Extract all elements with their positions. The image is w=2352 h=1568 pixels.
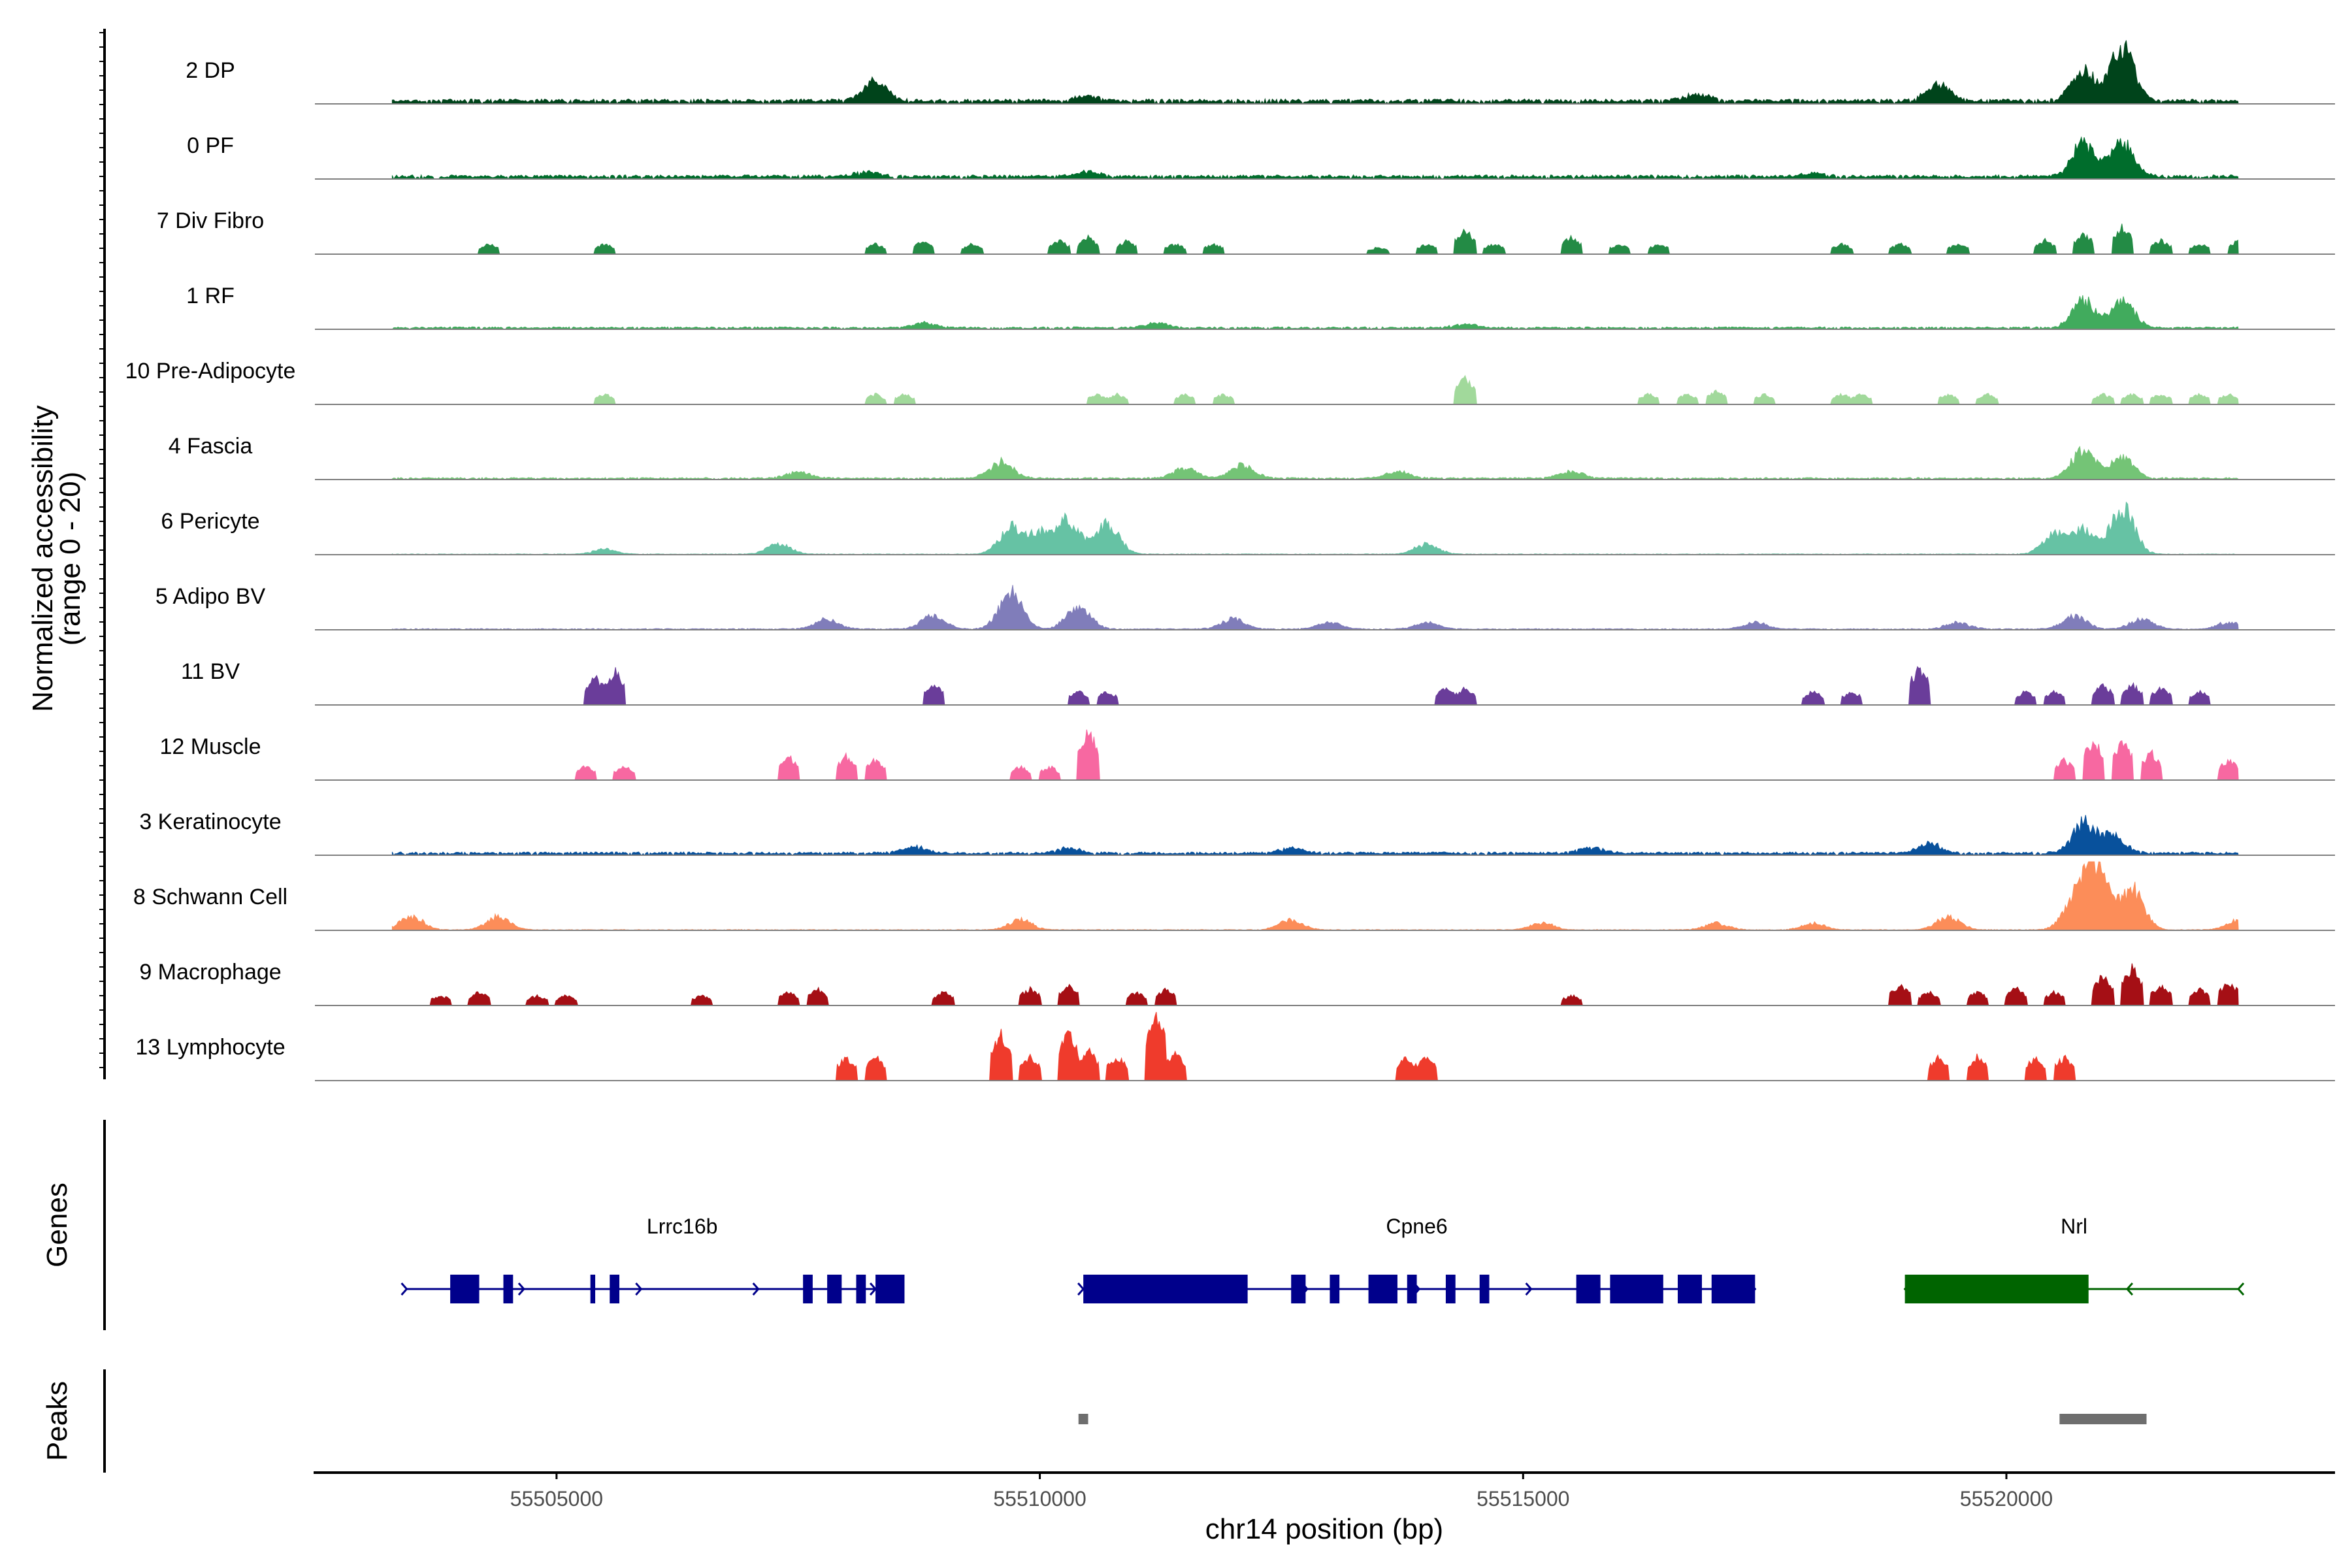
track-6-pericyte: 6 Pericyte bbox=[161, 501, 2335, 555]
track-1-rf: 1 RF bbox=[186, 284, 2335, 330]
gene-exon bbox=[450, 1275, 480, 1303]
gene-exon bbox=[827, 1275, 842, 1303]
track-label: 12 Muscle bbox=[160, 734, 261, 759]
track-3-keratinocyte: 3 Keratinocyte bbox=[139, 809, 2335, 857]
gene-label: Nrl bbox=[2061, 1215, 2087, 1238]
track-label: 1 RF bbox=[186, 284, 235, 308]
track-label: 4 Fascia bbox=[169, 434, 253, 459]
track-4-fascia: 4 Fascia bbox=[169, 434, 2335, 480]
track-label: 6 Pericyte bbox=[161, 509, 259, 534]
peak-region bbox=[1078, 1414, 1088, 1424]
coverage-area bbox=[391, 136, 2239, 180]
gene-exon bbox=[1711, 1275, 1756, 1303]
track-label: 5 Adipo BV bbox=[155, 584, 266, 609]
track-label: 11 BV bbox=[181, 659, 240, 684]
gene-exon bbox=[1083, 1275, 1248, 1303]
strand-arrow bbox=[635, 1282, 643, 1296]
strand-arrow bbox=[517, 1282, 525, 1296]
x-tick-label: 55505000 bbox=[510, 1487, 603, 1511]
track-label: 7 Div Fibro bbox=[157, 208, 264, 233]
gene-exon bbox=[1576, 1275, 1601, 1303]
strand-arrow bbox=[752, 1282, 760, 1296]
gene-label: Lrrc16b bbox=[647, 1215, 718, 1238]
gene-exon bbox=[1330, 1275, 1340, 1303]
track-12-muscle: 12 Muscle bbox=[160, 729, 2335, 781]
coverage-area bbox=[391, 815, 2239, 857]
gene-exon bbox=[1904, 1275, 2089, 1303]
track-label: 0 PF bbox=[187, 133, 234, 158]
gene-exon bbox=[875, 1275, 905, 1303]
strand-arrow bbox=[2237, 1282, 2245, 1296]
genes-panel-label: Genes bbox=[41, 1183, 73, 1267]
peaks-panel-label: Peaks bbox=[41, 1381, 73, 1461]
gene-cpne6: Cpne6 bbox=[1077, 1215, 1757, 1303]
y-axis-title-line1: Normalized accessibility bbox=[27, 405, 59, 711]
gene-exon bbox=[1479, 1275, 1490, 1303]
strand-arrow bbox=[400, 1282, 408, 1296]
track-label: 2 DP bbox=[186, 58, 235, 83]
gene-nrl: Nrl bbox=[1903, 1215, 2245, 1303]
track-7-div-fibro: 7 Div Fibro bbox=[157, 208, 2335, 255]
coverage-area bbox=[391, 585, 2239, 630]
track-11-bv: 11 BV bbox=[181, 659, 2335, 706]
coverage-area bbox=[391, 295, 2239, 330]
x-tick-label: 55520000 bbox=[1960, 1487, 2053, 1511]
coverage-area bbox=[391, 40, 2239, 105]
x-tick-label: 55510000 bbox=[993, 1487, 1086, 1511]
track-label: 3 Keratinocyte bbox=[139, 809, 281, 834]
y-axis-title-line2: (range 0 - 20) bbox=[54, 472, 86, 646]
peak-region bbox=[2059, 1414, 2147, 1424]
x-tick-label: 55515000 bbox=[1477, 1487, 1569, 1511]
gene-annotation-panel: Lrrc16b Cpne6 Nrl bbox=[400, 1215, 2245, 1303]
track-13-lymphocyte: 13 Lymphocyte bbox=[135, 1011, 2335, 1081]
x-axis-ticks: 55505000 55510000 55515000 55520000 bbox=[510, 1473, 2053, 1511]
track-label: 10 Pre-Adipocyte bbox=[125, 359, 296, 384]
track-label: 8 Schwann Cell bbox=[133, 885, 287, 909]
gene-exon bbox=[803, 1275, 813, 1303]
gene-label: Cpne6 bbox=[1386, 1215, 1447, 1238]
track-9-macrophage: 9 Macrophage bbox=[139, 960, 2335, 1006]
track-5-adipo-bv: 5 Adipo BV bbox=[155, 584, 2335, 630]
gene-exon bbox=[1368, 1275, 1397, 1303]
track-8-schwann-cell: 8 Schwann Cell bbox=[133, 861, 2335, 931]
gene-exon bbox=[1407, 1275, 1417, 1303]
track-2-dp: 2 DP bbox=[186, 40, 2335, 105]
coverage-tracks: 2 DP 0 PF 7 Div Fibro 1 RF 10 Pre-Adipocyte 4… bbox=[125, 40, 2335, 1081]
strand-arrow bbox=[2125, 1282, 2134, 1296]
track-label: 13 Lymphocyte bbox=[135, 1035, 285, 1060]
peak-regions-panel bbox=[1078, 1414, 2147, 1424]
x-axis-title: chr14 position (bp) bbox=[1205, 1513, 1443, 1545]
gene-exon bbox=[1445, 1275, 1456, 1303]
gene-exon bbox=[1677, 1275, 1702, 1303]
gene-exon bbox=[503, 1275, 514, 1303]
gene-exon bbox=[1291, 1275, 1306, 1303]
coverage-y-axis-ticks bbox=[99, 32, 105, 1068]
gene-exon bbox=[610, 1275, 620, 1303]
track-label: 9 Macrophage bbox=[139, 960, 281, 985]
gene-exon bbox=[590, 1275, 596, 1303]
track-0-pf: 0 PF bbox=[187, 133, 2335, 180]
track-10-pre-adipocyte: 10 Pre-Adipocyte bbox=[125, 359, 2335, 405]
gene-exon bbox=[1610, 1275, 1663, 1303]
gene-lrrc16b: Lrrc16b bbox=[400, 1215, 905, 1303]
strand-arrow bbox=[1525, 1282, 1533, 1296]
gene-exon bbox=[856, 1275, 866, 1303]
